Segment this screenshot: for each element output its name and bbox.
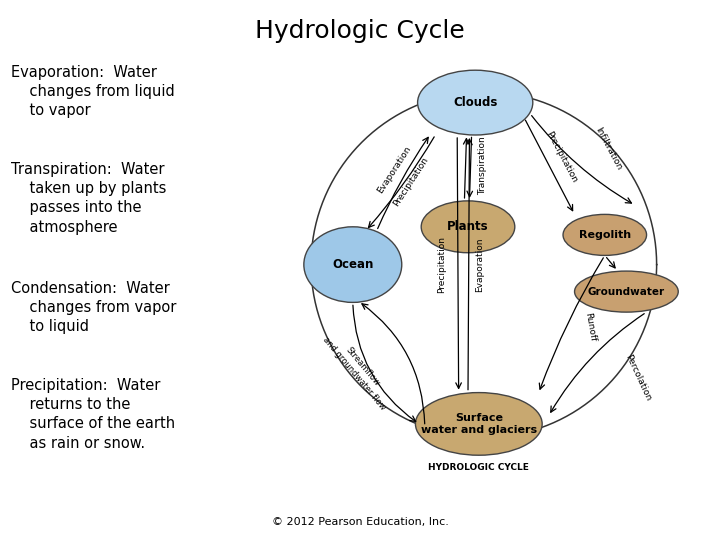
Text: Ocean: Ocean (332, 258, 374, 271)
Text: Plants: Plants (447, 220, 489, 233)
Text: Evaporation: Evaporation (475, 238, 484, 292)
Text: Clouds: Clouds (453, 96, 498, 109)
Ellipse shape (563, 214, 647, 255)
Text: Evaporation:  Water
    changes from liquid
    to vapor: Evaporation: Water changes from liquid t… (11, 65, 174, 118)
Text: Precipitation: Precipitation (438, 236, 446, 293)
Text: Precipitation: Precipitation (391, 156, 430, 208)
Ellipse shape (304, 227, 402, 302)
Ellipse shape (415, 393, 542, 455)
Text: Percolation: Percolation (624, 353, 652, 403)
Text: Hydrologic Cycle: Hydrologic Cycle (255, 19, 465, 43)
Text: Precipitation: Precipitation (544, 129, 579, 184)
Ellipse shape (418, 70, 533, 135)
Text: Evaporation: Evaporation (375, 145, 413, 195)
Text: HYDROLOGIC CYCLE: HYDROLOGIC CYCLE (428, 463, 529, 471)
Text: Groundwater: Groundwater (588, 287, 665, 296)
Text: © 2012 Pearson Education, Inc.: © 2012 Pearson Education, Inc. (271, 516, 449, 526)
Text: Condensation:  Water
    changes from vapor
    to liquid: Condensation: Water changes from vapor t… (11, 281, 176, 334)
Text: Transpiration:  Water
    taken up by plants
    passes into the
    atmosphere: Transpiration: Water taken up by plants … (11, 162, 166, 234)
Text: Streamflow
and groundwater flow: Streamflow and groundwater flow (321, 328, 396, 411)
Ellipse shape (421, 201, 515, 253)
Ellipse shape (575, 271, 678, 312)
Text: Regolith: Regolith (579, 230, 631, 240)
Text: Surface
water and glaciers: Surface water and glaciers (420, 413, 537, 435)
Text: Precipitation:  Water
    returns to the
    surface of the earth
    as rain or: Precipitation: Water returns to the surf… (11, 378, 175, 450)
Text: Infiltration: Infiltration (593, 125, 624, 172)
Text: Runoff: Runoff (583, 312, 598, 342)
Text: Transpiration: Transpiration (478, 137, 487, 195)
